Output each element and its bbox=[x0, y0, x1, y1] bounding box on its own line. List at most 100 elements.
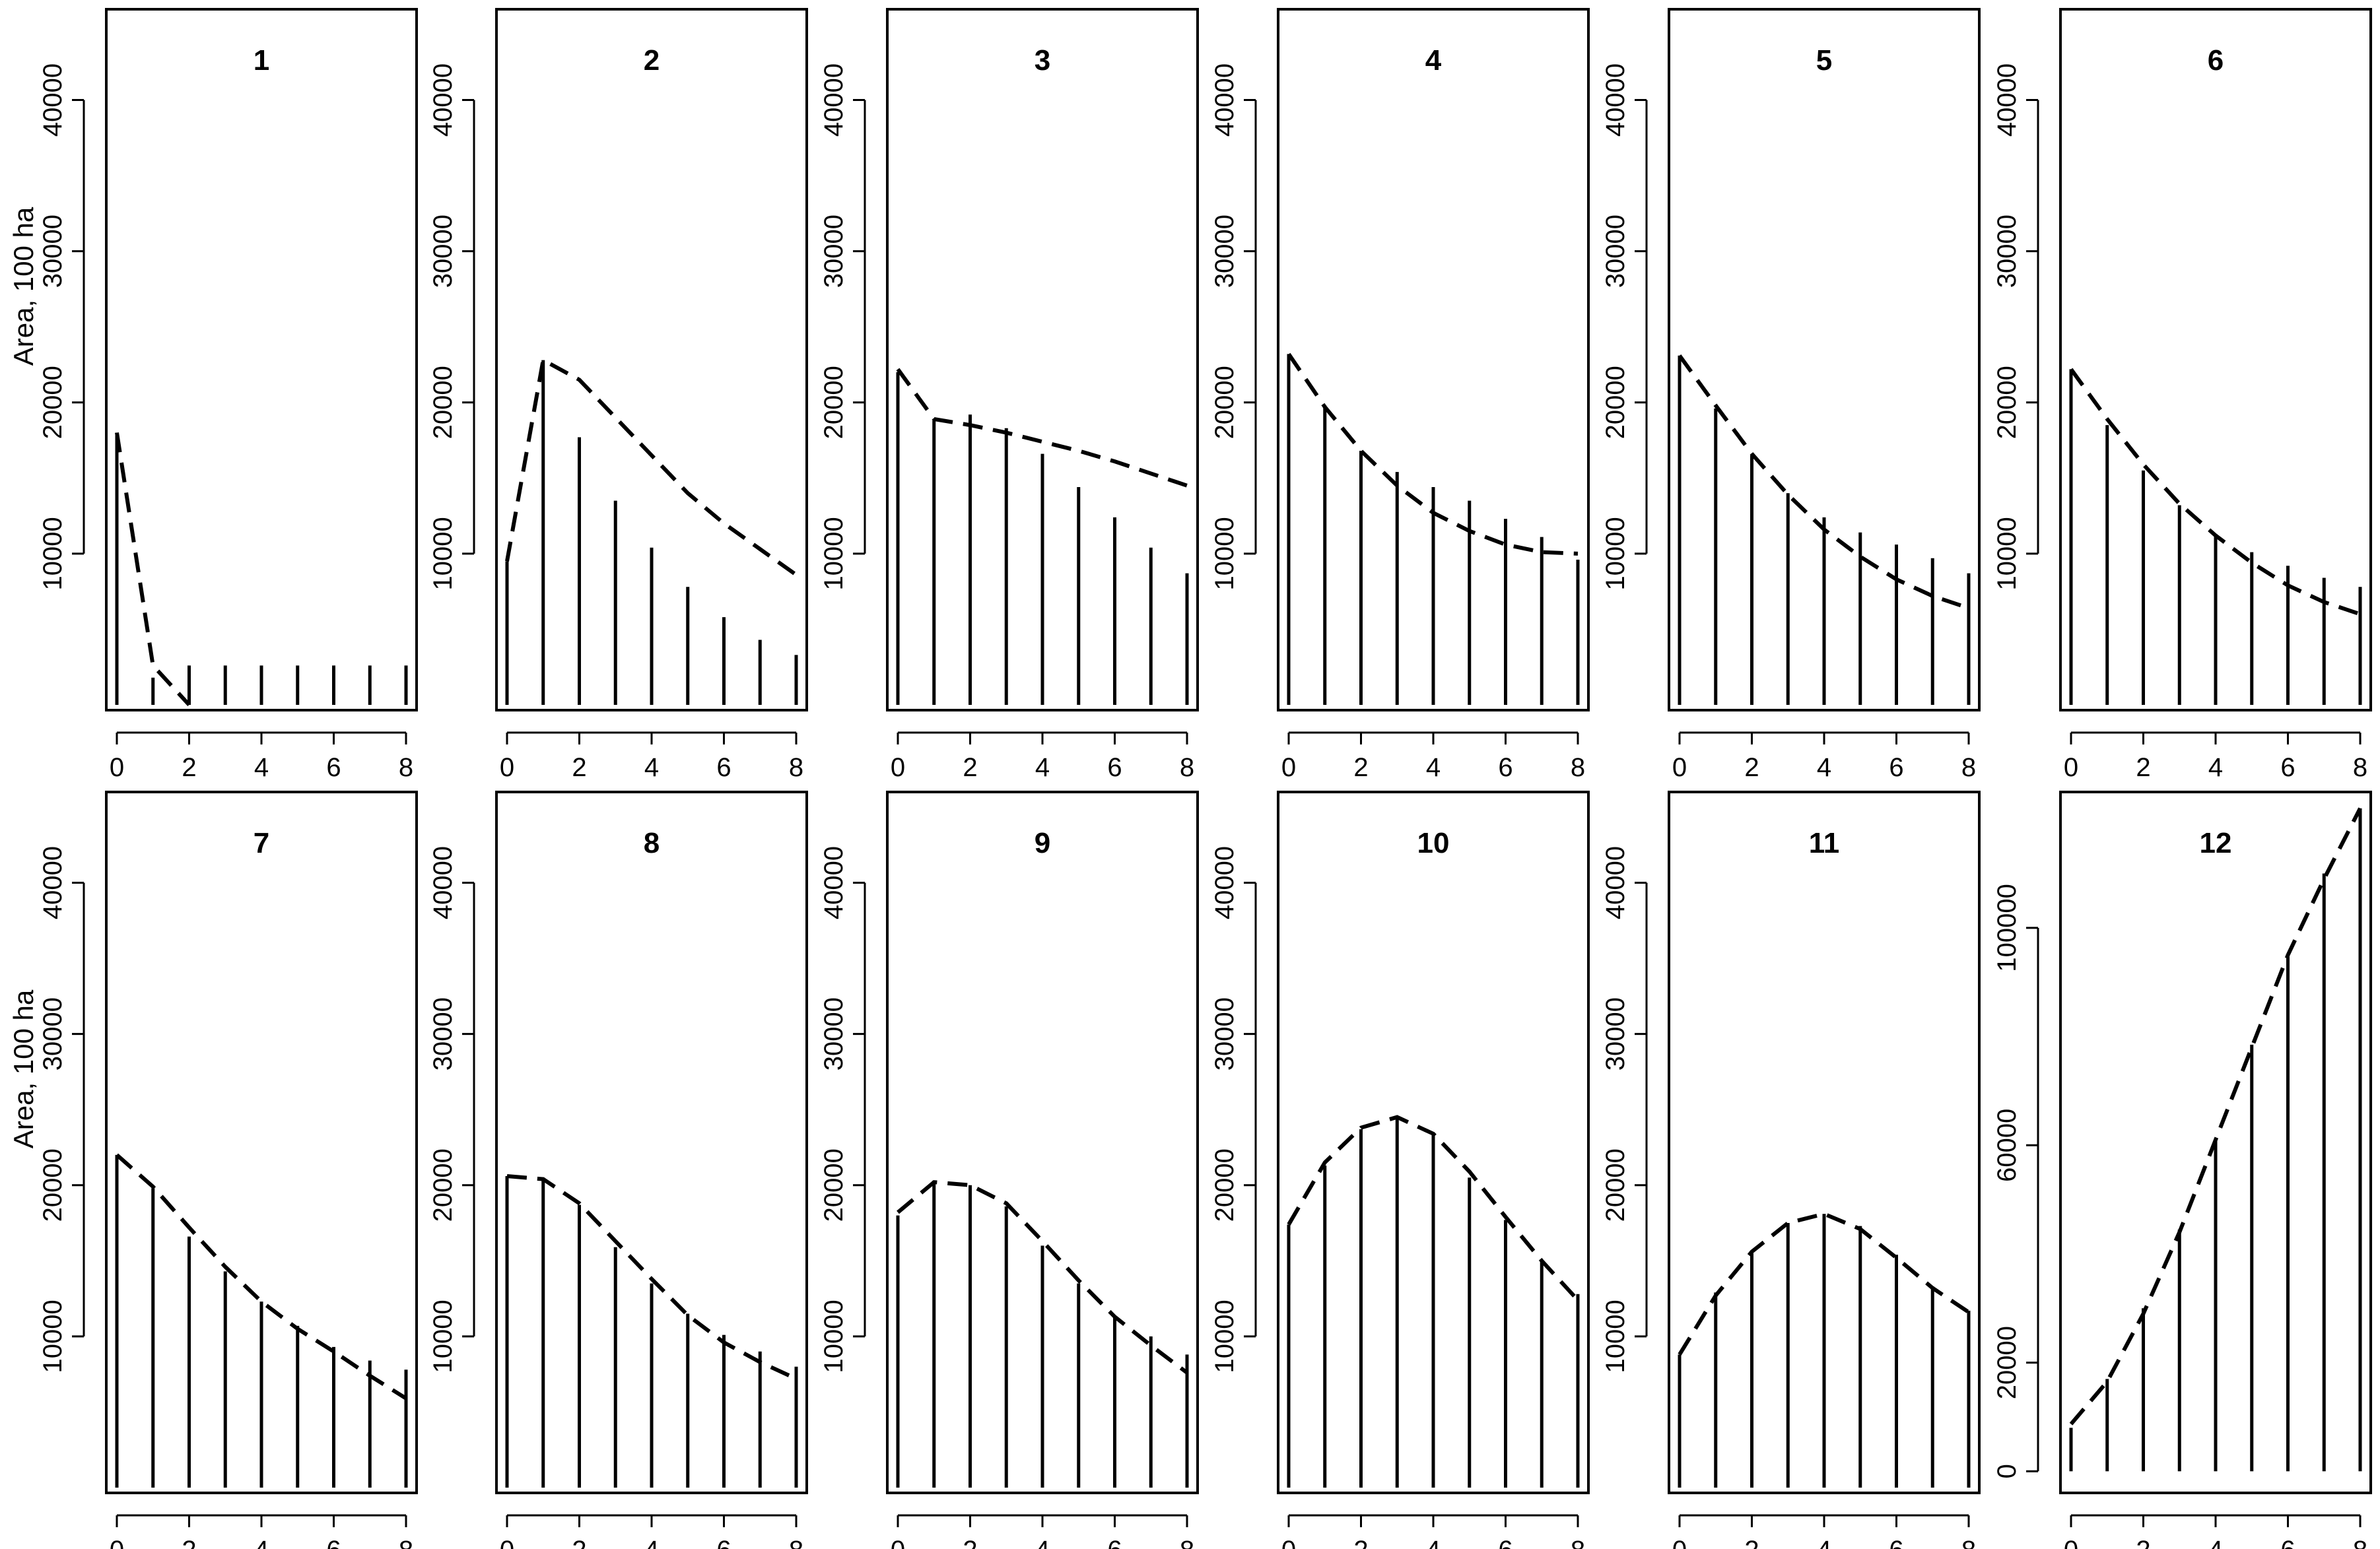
x-tick-label-4-4: 4 bbox=[1426, 753, 1441, 782]
panel-frame-10 bbox=[1277, 791, 1590, 1494]
x-tick-label-2-8: 8 bbox=[789, 753, 803, 782]
x-tick-label-12-6: 6 bbox=[2280, 1536, 2295, 1549]
y-tick-label-8-10000: 10000 bbox=[428, 1300, 458, 1373]
y-tick-label-4-30000: 30000 bbox=[1210, 214, 1239, 288]
y-tick-label-5-40000: 40000 bbox=[1601, 63, 1630, 137]
panel-frame-11 bbox=[1668, 791, 1981, 1494]
y-tick-label-9-20000: 20000 bbox=[819, 1148, 848, 1222]
chart-panel-4: 4 0 2 4 6 8 10000 20000 30000 40000 bbox=[1210, 8, 1590, 782]
panel-title-11: 11 bbox=[1809, 827, 1840, 859]
panel-title-4: 4 bbox=[1425, 44, 1442, 77]
x-tick-label-3-2: 2 bbox=[963, 753, 977, 782]
y-axis-label-7: Area, 100 ha bbox=[8, 989, 39, 1148]
panel-frame-1 bbox=[105, 8, 418, 711]
x-tick-label-9-4: 4 bbox=[1035, 1536, 1050, 1549]
y-tick-label-1-10000: 10000 bbox=[38, 517, 67, 590]
x-tick-label-10-2: 2 bbox=[1353, 1536, 1368, 1549]
x-tick-label-4-0: 0 bbox=[1281, 753, 1296, 782]
x-tick-label-11-4: 4 bbox=[1817, 1536, 1831, 1549]
x-tick-label-5-8: 8 bbox=[1961, 753, 1976, 782]
y-tick-label-7-20000: 20000 bbox=[38, 1148, 67, 1222]
chart-panel-3: 3 0 2 4 6 8 10000 20000 30000 40000 bbox=[819, 8, 1199, 782]
y-tick-label-3-20000: 20000 bbox=[819, 366, 848, 439]
y-tick-label-12-20000: 20000 bbox=[1992, 1326, 2022, 1399]
y-tick-label-7-30000: 30000 bbox=[38, 997, 67, 1071]
x-tick-label-11-8: 8 bbox=[1961, 1536, 1976, 1549]
y-tick-label-11-40000: 40000 bbox=[1601, 846, 1630, 919]
panel-frame-12 bbox=[2059, 791, 2372, 1494]
x-tick-label-2-4: 4 bbox=[644, 753, 659, 782]
y-tick-label-5-30000: 30000 bbox=[1601, 214, 1630, 288]
y-tick-label-7-40000: 40000 bbox=[38, 846, 67, 919]
y-tick-label-8-30000: 30000 bbox=[428, 997, 458, 1071]
x-tick-label-10-6: 6 bbox=[1498, 1536, 1513, 1549]
y-tick-label-6-10000: 10000 bbox=[1992, 517, 2022, 590]
panel-title-1: 1 bbox=[254, 44, 269, 77]
x-tick-label-10-8: 8 bbox=[1571, 1536, 1585, 1549]
y-tick-label-2-30000: 30000 bbox=[428, 214, 458, 288]
y-tick-label-11-10000: 10000 bbox=[1601, 1300, 1630, 1373]
y-tick-label-10-10000: 10000 bbox=[1210, 1300, 1239, 1373]
y-tick-label-10-30000: 30000 bbox=[1210, 997, 1239, 1071]
y-tick-label-2-40000: 40000 bbox=[428, 63, 458, 137]
x-tick-label-7-2: 2 bbox=[182, 1536, 196, 1549]
trend-line-6 bbox=[2069, 368, 2361, 616]
x-tick-label-1-0: 0 bbox=[110, 753, 124, 782]
trend-line-8 bbox=[506, 1174, 798, 1381]
y-tick-label-6-30000: 30000 bbox=[1992, 214, 2022, 288]
x-tick-label-4-8: 8 bbox=[1571, 753, 1585, 782]
x-tick-label-12-4: 4 bbox=[2208, 1536, 2223, 1549]
x-tick-label-5-0: 0 bbox=[1672, 753, 1687, 782]
y-tick-label-12-100000: 100000 bbox=[1992, 884, 2022, 972]
x-tick-label-5-6: 6 bbox=[1889, 753, 1903, 782]
x-tick-label-7-8: 8 bbox=[399, 1536, 413, 1549]
x-tick-label-11-0: 0 bbox=[1672, 1536, 1687, 1549]
x-tick-label-6-8: 8 bbox=[2353, 753, 2367, 782]
panel-frame-9 bbox=[886, 791, 1199, 1494]
trend-line-1 bbox=[115, 432, 191, 707]
x-tick-label-9-8: 8 bbox=[1180, 1536, 1194, 1549]
panel-frame-8 bbox=[495, 791, 808, 1494]
panel-frame-7 bbox=[105, 791, 418, 1494]
x-tick-label-10-0: 0 bbox=[1281, 1536, 1296, 1549]
y-tick-label-7-10000: 10000 bbox=[38, 1300, 67, 1373]
x-tick-label-1-8: 8 bbox=[399, 753, 413, 782]
x-tick-label-1-6: 6 bbox=[326, 753, 341, 782]
trend-line-5 bbox=[1678, 354, 1969, 610]
y-tick-label-2-10000: 10000 bbox=[428, 517, 458, 590]
y-tick-label-10-40000: 40000 bbox=[1210, 846, 1239, 919]
chart-panel-8: 8 0 2 4 6 8 10000 20000 30000 40000 bbox=[428, 791, 808, 1549]
y-tick-label-1-20000: 20000 bbox=[38, 366, 67, 439]
y-tick-label-3-40000: 40000 bbox=[819, 63, 848, 137]
x-tick-label-7-0: 0 bbox=[110, 1536, 124, 1549]
panel-title-7: 7 bbox=[254, 827, 269, 859]
y-tick-label-6-20000: 20000 bbox=[1992, 366, 2022, 439]
x-tick-label-12-8: 8 bbox=[2353, 1536, 2367, 1549]
x-tick-label-3-0: 0 bbox=[891, 753, 905, 782]
y-tick-label-8-20000: 20000 bbox=[428, 1148, 458, 1222]
x-tick-label-5-4: 4 bbox=[1817, 753, 1831, 782]
y-tick-label-3-10000: 10000 bbox=[819, 517, 848, 590]
x-tick-label-2-6: 6 bbox=[716, 753, 731, 782]
panel-title-9: 9 bbox=[1035, 827, 1050, 859]
chart-panel-10: 10 0 2 4 6 8 10000 20000 30000 40000 bbox=[1210, 791, 1590, 1549]
chart-panel-6: 6 0 2 4 6 8 10000 20000 30000 40000 bbox=[1992, 8, 2372, 782]
x-tick-label-8-2: 2 bbox=[572, 1536, 586, 1549]
x-tick-label-6-0: 0 bbox=[2064, 753, 2078, 782]
y-tick-label-4-20000: 20000 bbox=[1210, 366, 1239, 439]
y-tick-label-5-10000: 10000 bbox=[1601, 517, 1630, 590]
panel-frame-6 bbox=[2059, 8, 2372, 711]
y-tick-label-9-30000: 30000 bbox=[819, 997, 848, 1071]
x-tick-label-1-2: 2 bbox=[182, 753, 196, 782]
x-tick-label-8-6: 6 bbox=[716, 1536, 731, 1549]
panel-frame-5 bbox=[1668, 8, 1981, 711]
x-tick-label-12-0: 0 bbox=[2064, 1536, 2078, 1549]
x-tick-label-3-6: 6 bbox=[1107, 753, 1122, 782]
panel-title-6: 6 bbox=[2208, 44, 2224, 77]
chart-panel-9: 9 0 2 4 6 8 10000 20000 30000 40000 bbox=[819, 791, 1199, 1549]
x-tick-label-11-6: 6 bbox=[1889, 1536, 1903, 1549]
y-tick-label-9-10000: 10000 bbox=[819, 1300, 848, 1373]
x-tick-label-9-6: 6 bbox=[1107, 1536, 1122, 1549]
chart-panel-12: 12 0 2 4 6 8 0 20000 60000 100000 bbox=[1992, 791, 2372, 1549]
